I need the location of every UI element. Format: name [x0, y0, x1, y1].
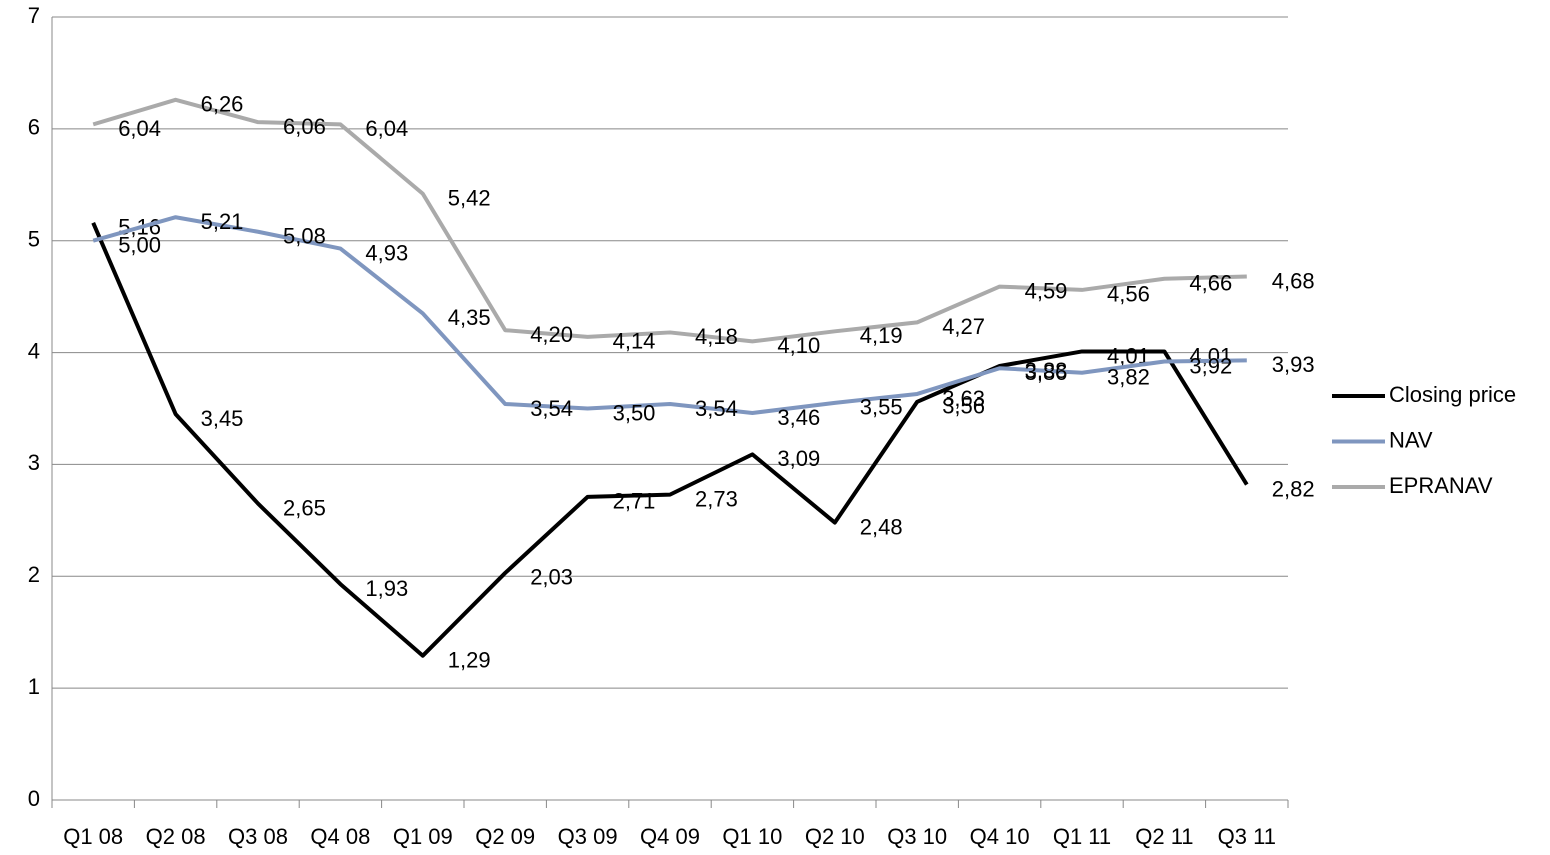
x-tick-label: Q1 10 — [722, 824, 782, 849]
data-label: 3,86 — [1025, 360, 1068, 385]
data-label: 1,29 — [448, 648, 491, 673]
data-label: 3,46 — [777, 405, 820, 430]
data-label: 3,54 — [695, 396, 738, 421]
y-tick-label: 2 — [28, 562, 40, 587]
data-label: 2,03 — [530, 565, 573, 590]
x-tick-label: Q3 11 — [1218, 824, 1276, 849]
x-tick-label: Q3 09 — [558, 824, 618, 849]
series-line — [92, 215, 1247, 415]
data-label: 4,14 — [613, 329, 656, 354]
data-label: 4,18 — [695, 324, 738, 349]
data-label: 3,92 — [1189, 353, 1232, 378]
data-label: 3,54 — [530, 396, 573, 421]
y-tick-label: 4 — [28, 338, 40, 363]
data-label: 3,56 — [942, 394, 985, 419]
y-tick-label: 0 — [28, 786, 40, 811]
data-label: 3,93 — [1272, 352, 1315, 377]
data-label: 2,82 — [1272, 476, 1315, 501]
data-label: 3,45 — [201, 406, 244, 431]
x-tick-label: Q3 08 — [228, 824, 288, 849]
data-label: 3,63 — [942, 386, 985, 411]
legend-label: NAV — [1389, 427, 1433, 452]
series-line — [91, 222, 1249, 658]
data-label: 1,93 — [365, 576, 408, 601]
x-tick-label: Q2 09 — [475, 824, 535, 849]
legend-label: Closing price — [1389, 382, 1516, 407]
data-label: 3,55 — [860, 395, 903, 420]
y-tick-label: 5 — [28, 227, 40, 252]
x-tick-label: Q3 10 — [887, 824, 947, 849]
x-tick-label: Q4 10 — [970, 824, 1030, 849]
legend-label: EPRANAV — [1389, 473, 1493, 498]
data-label: 4,20 — [530, 322, 573, 347]
data-label: 4,19 — [860, 323, 903, 348]
data-label: 3,50 — [613, 400, 656, 425]
data-label: 2,73 — [695, 486, 738, 511]
x-tick-label: Q1 09 — [393, 824, 453, 849]
y-tick-label: 3 — [28, 450, 40, 475]
data-label: 4,27 — [942, 314, 985, 339]
data-label: 6,04 — [118, 116, 161, 141]
data-label: 4,56 — [1107, 282, 1150, 307]
data-label: 4,68 — [1272, 268, 1315, 293]
x-tick-label: Q1 08 — [63, 824, 123, 849]
x-tick-label: Q1 11 — [1053, 824, 1111, 849]
data-label: 4,10 — [777, 333, 820, 358]
data-label: 4,66 — [1189, 271, 1232, 296]
data-label: 2,48 — [860, 514, 903, 539]
data-label: 6,26 — [201, 92, 244, 117]
data-label: 3,82 — [1107, 365, 1150, 390]
data-label: 6,04 — [365, 116, 408, 141]
data-label: 4,59 — [1025, 278, 1068, 303]
x-tick-label: Q2 10 — [805, 824, 865, 849]
data-label: 5,08 — [283, 224, 326, 249]
data-label: 4,93 — [365, 240, 408, 265]
x-tick-label: Q2 11 — [1135, 824, 1193, 849]
data-label: 4,01 — [1189, 343, 1232, 368]
data-label: 6,06 — [283, 114, 326, 139]
y-tick-label: 7 — [28, 3, 40, 28]
data-label: 5,42 — [448, 186, 491, 211]
x-tick-label: Q2 08 — [146, 824, 206, 849]
x-tick-label: Q4 09 — [640, 824, 700, 849]
x-tick-label: Q4 08 — [310, 824, 370, 849]
data-label: 5,00 — [118, 233, 161, 258]
y-tick-label: 1 — [28, 674, 40, 699]
data-label: 3,09 — [777, 446, 820, 471]
data-label: 4,35 — [448, 305, 491, 330]
y-tick-label: 6 — [28, 115, 40, 140]
data-label: 2,65 — [283, 495, 326, 520]
data-label: 5,21 — [201, 209, 244, 234]
data-label: 2,71 — [613, 489, 656, 514]
series-line — [92, 97, 1247, 344]
